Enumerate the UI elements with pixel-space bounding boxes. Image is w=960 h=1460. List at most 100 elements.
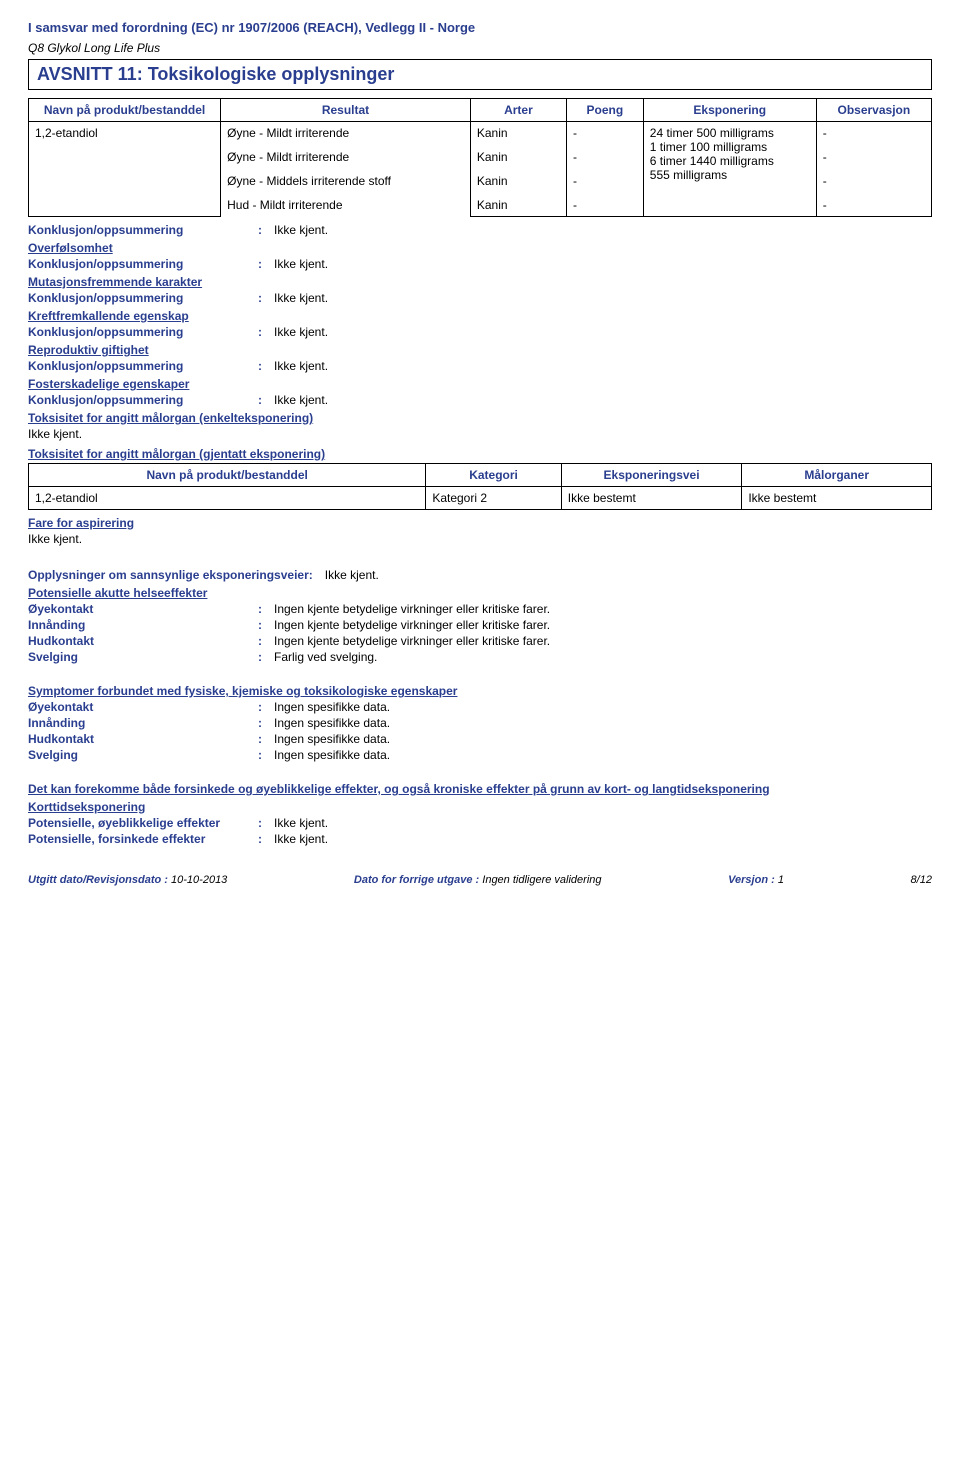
conclusion-row: Konklusjon/oppsummering : Ikke kjent.: [28, 257, 932, 271]
symptoms-value-2: Ingen spesifikke data.: [274, 732, 932, 746]
stot-organs: Ikke bestemt: [742, 487, 932, 510]
tox-species-3: Kanin: [477, 198, 560, 212]
tox-obs-3: -: [823, 198, 925, 212]
section-11-title: AVSNITT 11: Toksikologiske opplysninger: [37, 64, 923, 85]
conclusion-value: Ikke kjent.: [274, 291, 932, 305]
col-name: Navn på produkt/bestanddel: [29, 99, 221, 122]
conclusion-value: Ikke kjent.: [274, 325, 932, 339]
acute-row-1: Innånding : Ingen kjente betydelige virk…: [28, 618, 932, 632]
kv-sep: :: [258, 650, 274, 664]
tox-exposure-cell: 24 timer 500 milligrams 1 timer 100 mill…: [643, 122, 816, 217]
conclusion-value: Ikke kjent.: [274, 359, 932, 373]
acute-label-3: Svelging: [28, 650, 258, 664]
acute-value-3: Farlig ved svelging.: [274, 650, 932, 664]
footer-issue-label: Utgitt dato/Revisjonsdato: [28, 874, 161, 886]
symptoms-row-2: Hudkontakt : Ingen spesifikke data.: [28, 732, 932, 746]
kv-sep: :: [258, 618, 274, 632]
footer-version: Versjon : 1: [728, 874, 784, 886]
kv-sep: :: [258, 291, 274, 305]
tox-exposure-1: 1 timer 100 milligrams: [650, 140, 810, 154]
tox-species-cell: Kanin Kanin Kanin Kanin: [470, 122, 566, 217]
footer-issue: Utgitt dato/Revisjonsdato : 10-10-2013: [28, 874, 227, 886]
regulation-header: I samsvar med forordning (EC) nr 1907/20…: [28, 20, 932, 35]
stot-category: Kategori 2: [426, 487, 561, 510]
kv-sep: :: [258, 732, 274, 746]
tox-obs-1: -: [823, 150, 925, 164]
product-name: Q8 Glykol Long Life Plus: [28, 41, 932, 55]
conclusion-label: Konklusjon/oppsummering: [28, 223, 258, 237]
stot-col-1: Kategori: [426, 464, 561, 487]
aspiration-value: Ikke kjent.: [28, 532, 932, 546]
tox-obs-0: -: [823, 126, 925, 140]
tox-exposure-0: 24 timer 500 milligrams: [650, 126, 810, 140]
stot-repeat-heading: Toksisitet for angitt målorgan (gjentatt…: [28, 447, 932, 461]
stot-row-0: 1,2-etandiol Kategori 2 Ikke bestemt Ikk…: [29, 487, 932, 510]
group-4: Fosterskadelige egenskaper: [28, 377, 932, 391]
conclusion-row: Konklusjon/oppsummering : Ikke kjent.: [28, 223, 932, 237]
section-11-box: AVSNITT 11: Toksikologiske opplysninger: [28, 59, 932, 90]
kv-sep: :: [258, 359, 274, 373]
col-exposure: Eksponering: [643, 99, 816, 122]
symptoms-row-3: Svelging : Ingen spesifikke data.: [28, 748, 932, 762]
kv-sep: :: [258, 325, 274, 339]
stot-single-heading: Toksisitet for angitt målorgan (enkeltek…: [28, 411, 932, 425]
conclusion-label: Konklusjon/oppsummering: [28, 393, 258, 407]
footer-prev-label: Dato for forrige utgave: [354, 874, 473, 886]
kv-sep: :: [258, 223, 274, 237]
tox-table: Navn på produkt/bestanddel Resultat Arte…: [28, 98, 932, 217]
delayed-value-1: Ikke kjent.: [274, 832, 932, 846]
group-1: Mutasjonsfremmende karakter: [28, 275, 932, 289]
stot-repeat-table: Navn på produkt/bestanddel Kategori Eksp…: [28, 463, 932, 510]
acute-value-0: Ingen kjente betydelige virkninger eller…: [274, 602, 932, 616]
exposure-info-label: Opplysninger om sannsynlige eksponerings…: [28, 568, 309, 582]
symptoms-row-1: Innånding : Ingen spesifikke data.: [28, 716, 932, 730]
kv-sep: :: [258, 748, 274, 762]
tox-species-0: Kanin: [477, 126, 560, 140]
kv-sep: :: [258, 602, 274, 616]
tox-result-2: Øyne - Middels irriterende stoff: [227, 174, 464, 188]
conclusion-label: Konklusjon/oppsummering: [28, 359, 258, 373]
acute-value-1: Ingen kjente betydelige virkninger eller…: [274, 618, 932, 632]
col-obs: Observasjon: [816, 99, 931, 122]
footer-version-value: 1: [778, 874, 784, 886]
tox-name-cell: 1,2-etandiol: [29, 122, 221, 217]
acute-row-0: Øyekontakt : Ingen kjente betydelige vir…: [28, 602, 932, 616]
group-3: Reproduktiv giftighet: [28, 343, 932, 357]
tox-score-cell: - - - -: [566, 122, 643, 217]
group-2: Kreftfremkallende egenskap: [28, 309, 932, 323]
kv-sep: :: [258, 832, 274, 846]
exposure-info-row: Opplysninger om sannsynlige eksponerings…: [28, 568, 932, 582]
kv-sep: :: [309, 568, 325, 582]
symptoms-value-3: Ingen spesifikke data.: [274, 748, 932, 762]
stot-col-0: Navn på produkt/bestanddel: [29, 464, 426, 487]
delayed-label-0: Potensielle, øyeblikkelige effekter: [28, 816, 258, 830]
delayed-label-1: Potensielle, forsinkede effekter: [28, 832, 258, 846]
tox-obs-2: -: [823, 174, 925, 188]
conclusion-label: Konklusjon/oppsummering: [28, 291, 258, 305]
col-species: Arter: [470, 99, 566, 122]
footer-prev-value: Ingen tidligere validering: [482, 874, 601, 886]
aspiration-heading: Fare for aspirering: [28, 516, 932, 530]
tox-exposure-3: 555 milligrams: [650, 168, 810, 182]
stot-header-row: Navn på produkt/bestanddel Kategori Eksp…: [29, 464, 932, 487]
tox-result-3: Hud - Mildt irriterende: [227, 198, 464, 212]
footer-issue-value: 10-10-2013: [171, 874, 227, 886]
footer-page: 8/12: [911, 874, 932, 886]
conclusion-label: Konklusjon/oppsummering: [28, 325, 258, 339]
symptoms-heading: Symptomer forbundet med fysiske, kjemisk…: [28, 684, 932, 698]
acute-label-0: Øyekontakt: [28, 602, 258, 616]
conclusion-value: Ikke kjent.: [274, 393, 932, 407]
kv-sep: :: [258, 700, 274, 714]
page-footer: Utgitt dato/Revisjonsdato : 10-10-2013 D…: [28, 874, 932, 886]
tox-table-header-row: Navn på produkt/bestanddel Resultat Arte…: [29, 99, 932, 122]
footer-version-sep: :: [771, 874, 778, 886]
delayed-row-0: Potensielle, øyeblikkelige effekter : Ik…: [28, 816, 932, 830]
kv-sep: :: [258, 634, 274, 648]
acute-row-3: Svelging : Farlig ved svelging.: [28, 650, 932, 664]
stot-col-3: Målorganer: [742, 464, 932, 487]
tox-species-2: Kanin: [477, 174, 560, 188]
footer-version-label: Versjon: [728, 874, 768, 886]
col-score: Poeng: [566, 99, 643, 122]
delayed-short-heading: Korttidseksponering: [28, 800, 932, 814]
tox-score-1: -: [573, 150, 637, 164]
